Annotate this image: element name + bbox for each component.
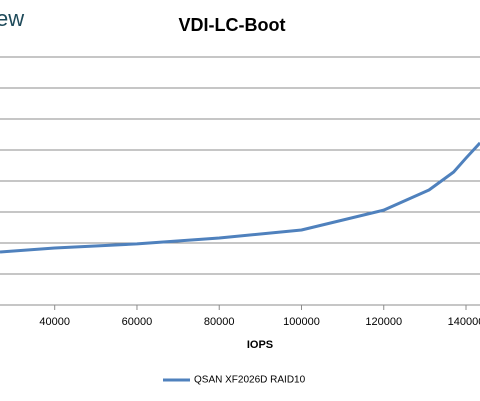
x-tick-label: 40000 xyxy=(39,316,70,328)
x-tick-label: 120000 xyxy=(365,316,402,328)
x-tick-label: 140000 xyxy=(448,316,480,328)
x-tick-label: 80000 xyxy=(204,316,235,328)
legend-label: QSAN XF2026D RAID10 xyxy=(194,375,306,386)
x-tick-label: 60000 xyxy=(122,316,153,328)
x-tick-label: 100000 xyxy=(283,316,320,328)
chart-title: VDI-LC-Boot xyxy=(179,15,286,35)
watermark: ew xyxy=(0,6,24,31)
series-line xyxy=(0,141,480,254)
x-axis-label: IOPS xyxy=(247,339,273,351)
